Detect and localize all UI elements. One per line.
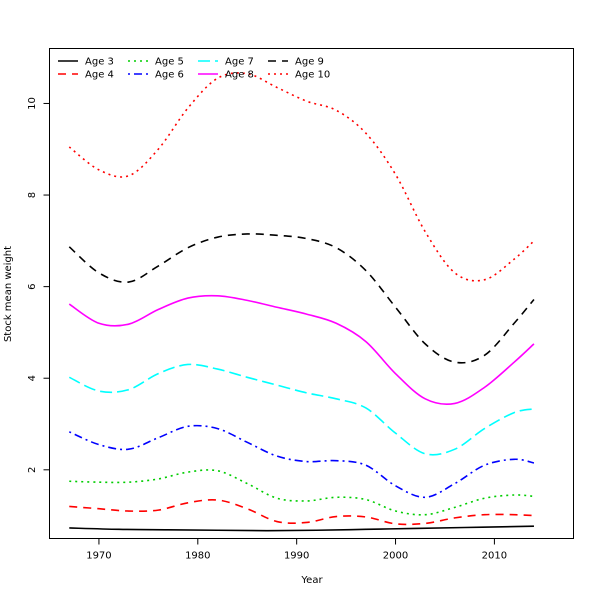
y-tick-label-10: 10 bbox=[27, 97, 38, 110]
legend-label-age-3: Age 3 bbox=[85, 57, 114, 68]
series-line-age-8 bbox=[68, 294, 535, 405]
x-tick-label-1990: 1990 bbox=[284, 551, 309, 562]
y-tick-label-4: 4 bbox=[27, 375, 38, 381]
y-tick-label-6: 6 bbox=[27, 283, 38, 289]
series-line-age-10 bbox=[68, 72, 535, 282]
x-tick-label-2010: 2010 bbox=[482, 551, 507, 562]
x-axis-label: Year bbox=[300, 575, 323, 586]
series-line-age-7 bbox=[68, 363, 535, 456]
x-tick-label-1980: 1980 bbox=[185, 551, 210, 562]
series-layer bbox=[68, 72, 535, 532]
legend-label-age-9: Age 9 bbox=[295, 57, 324, 68]
legend-label-age-8: Age 8 bbox=[225, 70, 254, 81]
legend-label-age-5: Age 5 bbox=[155, 57, 184, 68]
series-line-age-4 bbox=[69, 498, 534, 526]
plot-frame bbox=[49, 48, 574, 539]
y-tick-label-8: 8 bbox=[27, 192, 38, 198]
series-line-age-3 bbox=[69, 525, 534, 532]
axes-layer: 1970 1980 1990 2000 2010 2 4 6 8 10 bbox=[27, 97, 507, 561]
legend-label-age-10: Age 10 bbox=[295, 70, 330, 81]
x-tick-label-1970: 1970 bbox=[86, 551, 111, 562]
series-line-age-9 bbox=[68, 233, 535, 364]
series-line-age-5 bbox=[69, 469, 535, 516]
legend-label-age-4: Age 4 bbox=[85, 70, 114, 81]
y-tick-label-2: 2 bbox=[27, 467, 38, 473]
legend-label-age-6: Age 6 bbox=[155, 70, 184, 81]
y-axis-label: Stock mean weight bbox=[3, 246, 14, 342]
legend-label-age-7: Age 7 bbox=[225, 57, 254, 68]
series-line-age-6 bbox=[68, 424, 535, 499]
x-tick-label-2000: 2000 bbox=[383, 551, 408, 562]
legend: Age 3 Age 4 Age 5 Age 6 Age 7 Age 8 Age 9 Age 1… bbox=[58, 57, 330, 81]
